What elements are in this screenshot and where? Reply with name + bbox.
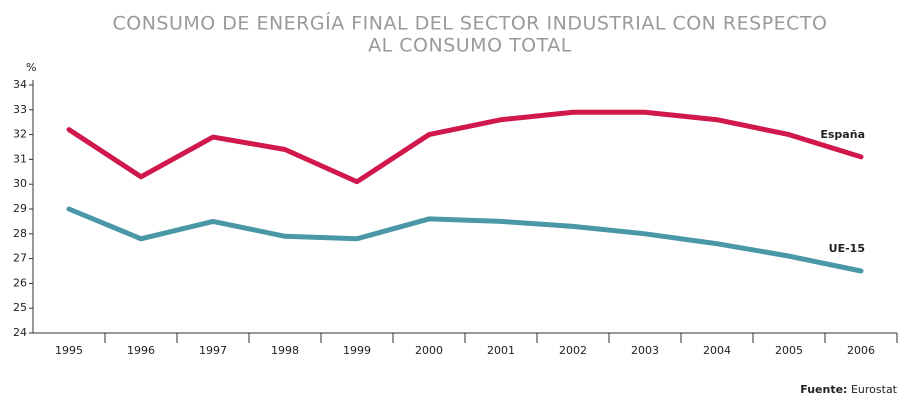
x-tick-label: 1997 bbox=[199, 344, 227, 357]
y-tick-label: 31 bbox=[13, 152, 27, 165]
x-tick-label: 2006 bbox=[847, 344, 875, 357]
x-tick-label: 1998 bbox=[271, 344, 299, 357]
series-line bbox=[66, 206, 864, 274]
x-tick-label: 1995 bbox=[55, 344, 83, 357]
x-tick-label: 1999 bbox=[343, 344, 371, 357]
x-tick-label: 2001 bbox=[487, 344, 515, 357]
x-tick-label: 2004 bbox=[703, 344, 731, 357]
x-tick-label: 2005 bbox=[775, 344, 803, 357]
y-tick-label: 26 bbox=[13, 276, 27, 289]
y-tick-label: 30 bbox=[13, 177, 27, 190]
chart-title: CONSUMO DE ENERGÍA FINAL DEL SECTOR INDU… bbox=[113, 12, 828, 35]
source-label: Fuente: bbox=[800, 383, 847, 396]
y-tick-label: 27 bbox=[13, 252, 27, 265]
chart-title: AL CONSUMO TOTAL bbox=[368, 35, 572, 57]
y-tick-label: 33 bbox=[13, 103, 27, 116]
source: Fuente: Eurostat bbox=[800, 383, 897, 396]
x-tick-label: 1996 bbox=[127, 344, 155, 357]
y-tick-label: 25 bbox=[13, 301, 27, 314]
y-tick-label: 29 bbox=[13, 202, 27, 215]
y-tick-label: 24 bbox=[13, 326, 27, 339]
y-tick-label: 28 bbox=[13, 227, 27, 240]
series-label: España bbox=[820, 128, 865, 141]
y-axis-label: % bbox=[26, 61, 36, 74]
y-tick-label: 34 bbox=[13, 78, 27, 91]
y-tick-label: 32 bbox=[13, 128, 27, 141]
series-line bbox=[66, 109, 864, 185]
source-text: Eurostat bbox=[851, 383, 898, 396]
x-tick-label: 2000 bbox=[415, 344, 443, 357]
series-label: UE-15 bbox=[829, 242, 865, 255]
x-tick-label: 2002 bbox=[559, 344, 587, 357]
x-tick-label: 2003 bbox=[631, 344, 659, 357]
